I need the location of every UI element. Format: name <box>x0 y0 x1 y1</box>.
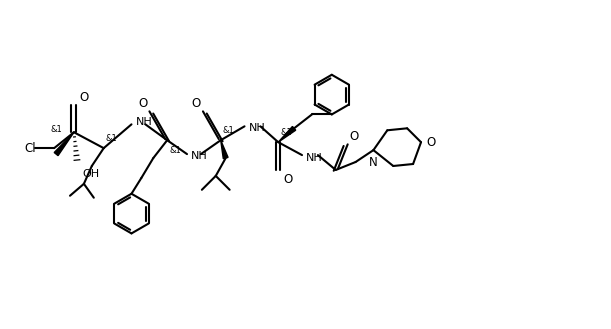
Text: OH: OH <box>82 169 99 179</box>
Text: N: N <box>369 156 378 169</box>
Polygon shape <box>221 140 228 159</box>
Text: O: O <box>192 97 201 110</box>
Text: &1: &1 <box>106 134 117 143</box>
Text: &1: &1 <box>280 128 292 137</box>
Text: O: O <box>426 136 435 149</box>
Polygon shape <box>278 126 296 142</box>
Text: &1: &1 <box>169 146 181 155</box>
Text: &1: &1 <box>50 125 62 134</box>
Text: O: O <box>79 91 88 104</box>
Text: O: O <box>349 130 359 143</box>
Text: NH: NH <box>191 151 208 161</box>
Polygon shape <box>54 132 74 156</box>
Text: Cl: Cl <box>24 142 36 155</box>
Text: NH: NH <box>249 123 265 133</box>
Text: NH: NH <box>136 117 152 127</box>
Text: NH: NH <box>306 153 323 163</box>
Text: &1: &1 <box>222 126 235 135</box>
Text: O: O <box>138 97 147 110</box>
Text: O: O <box>283 173 293 186</box>
